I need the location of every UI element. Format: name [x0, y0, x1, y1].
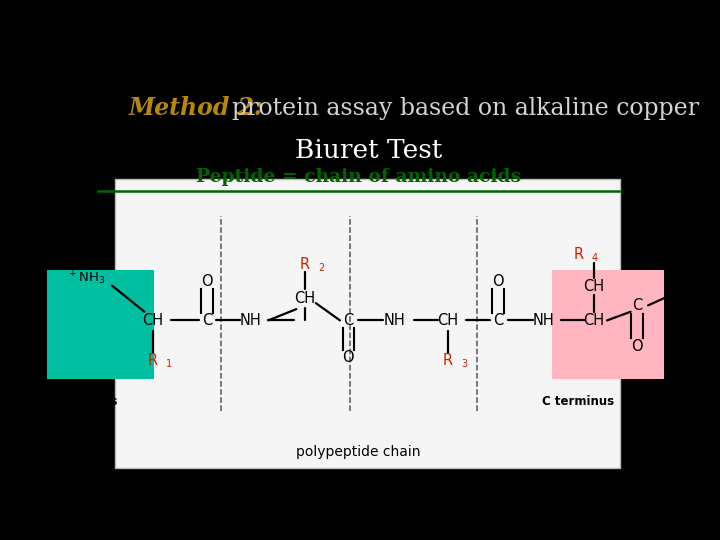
Text: C: C — [493, 313, 503, 328]
Text: R: R — [573, 247, 583, 262]
Text: NH: NH — [240, 313, 261, 328]
Text: R: R — [443, 353, 453, 368]
Text: C: C — [632, 298, 642, 313]
Text: C: C — [202, 313, 212, 328]
Text: Peptide = chain of amino acids: Peptide = chain of amino acids — [196, 167, 521, 186]
Text: $^+$NH$_3$: $^+$NH$_3$ — [66, 269, 105, 287]
Text: NH: NH — [383, 313, 405, 328]
Text: 2: 2 — [318, 263, 324, 273]
Text: O: O — [492, 274, 504, 289]
Text: Method 2:: Method 2: — [129, 97, 264, 120]
Text: O: O — [201, 274, 213, 289]
Text: O: O — [631, 339, 643, 354]
Text: CH: CH — [438, 313, 459, 328]
Text: C terminus: C terminus — [542, 395, 614, 408]
FancyBboxPatch shape — [552, 271, 665, 379]
Text: protein assay based on alkaline copper: protein assay based on alkaline copper — [233, 97, 699, 120]
FancyBboxPatch shape — [47, 271, 154, 379]
FancyBboxPatch shape — [115, 179, 620, 468]
Text: R: R — [148, 353, 158, 368]
Text: N terminus: N terminus — [44, 395, 117, 408]
Text: C: C — [343, 313, 354, 328]
Text: 4: 4 — [591, 253, 598, 263]
Text: CH: CH — [143, 313, 163, 328]
Text: 1: 1 — [166, 359, 172, 369]
Text: CH: CH — [583, 279, 605, 294]
Text: R: R — [300, 256, 310, 272]
Text: CH: CH — [583, 313, 605, 328]
Text: NH: NH — [533, 313, 555, 328]
Text: 3: 3 — [461, 359, 467, 369]
Text: Biuret Test: Biuret Test — [295, 138, 443, 163]
Text: O: O — [343, 350, 354, 366]
Text: polypeptide chain: polypeptide chain — [296, 446, 420, 460]
Text: CH: CH — [294, 291, 315, 306]
Text: O$^-$: O$^-$ — [666, 281, 689, 297]
